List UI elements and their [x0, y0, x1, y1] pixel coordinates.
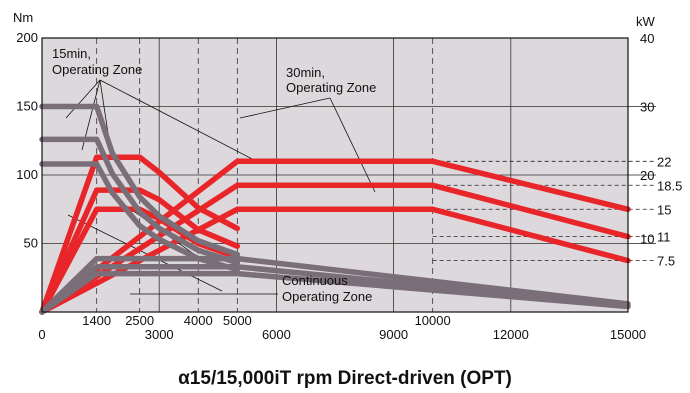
x-tick-label: 1400	[82, 313, 111, 328]
annotation-continuous-line2: Operating Zone	[282, 289, 372, 304]
y-right-tick-label: 7.5	[657, 254, 675, 269]
torque-curve-gray	[39, 270, 631, 315]
annotation-15min-line1: 15min,	[52, 46, 91, 61]
right-axis-unit: kW	[636, 14, 656, 29]
x-tick-label: 5000	[223, 313, 252, 328]
annotation-guide-line	[67, 214, 223, 292]
annotation-30min: 30min, Operating Zone	[286, 65, 376, 95]
torque-curve-gray	[39, 264, 631, 315]
y-right-tick-label: 40	[640, 31, 654, 46]
annotation-guide-line	[99, 79, 259, 163]
x-tick-label: 6000	[262, 327, 291, 342]
y-right-tick-label: 18.5	[657, 178, 682, 193]
grid-lines	[42, 38, 628, 312]
torque-curve-red	[39, 154, 241, 315]
annotation-15min: 15min, Operating Zone	[52, 46, 142, 77]
annotation-guide-line	[329, 97, 376, 193]
y-right-tick-label: 20	[640, 168, 654, 183]
torque-curve-gray	[39, 103, 241, 258]
y-left-tick-label: 100	[16, 167, 38, 182]
x-tick-label: 15000	[610, 327, 646, 342]
y-left-tick-label: 200	[16, 30, 38, 45]
annotation-30min-line2: Operating Zone	[286, 80, 376, 95]
annotation-guide-line	[65, 79, 101, 119]
x-tick-label: 4000	[184, 313, 213, 328]
right-axis-tick-lines	[432, 106, 656, 262]
y-right-tick-label: 11	[657, 230, 671, 245]
x-tick-label: 10000	[415, 313, 451, 328]
torque-curve-red	[39, 187, 241, 315]
x-tick-label: 2500	[125, 313, 154, 328]
left-axis-unit: Nm	[13, 10, 33, 25]
annotation-continuous-line1: Continuous	[282, 273, 348, 288]
torque-curve-gray	[39, 255, 631, 315]
power-curve	[39, 158, 631, 315]
x-tick-label: 0	[38, 327, 45, 342]
y-right-tick-label: 15	[657, 202, 671, 217]
y-right-tick-label: 30	[640, 100, 654, 115]
y-right-tick-label: 10	[640, 232, 654, 247]
x-tick-label: 12000	[493, 327, 529, 342]
x-tick-label: 3000	[145, 327, 174, 342]
power-curve	[39, 182, 631, 315]
curves	[39, 103, 631, 315]
y-right-tick-label: 22	[657, 154, 671, 169]
annotation-30min-line1: 30min,	[286, 65, 325, 80]
y-left-tick-label: 150	[16, 99, 38, 114]
chart-title: α15/15,000iT rpm Direct-driven (OPT)	[178, 368, 512, 389]
plot-frame	[41, 37, 629, 313]
y-left-tick-label: 50	[24, 236, 38, 251]
torque-curve-gray	[39, 136, 241, 266]
annotation-15min-line2: Operating Zone	[52, 62, 142, 77]
annotation-guide-line	[239, 97, 331, 119]
annotation-continuous: Continuous Operating Zone	[282, 273, 372, 304]
x-tick-label: 9000	[379, 327, 408, 342]
